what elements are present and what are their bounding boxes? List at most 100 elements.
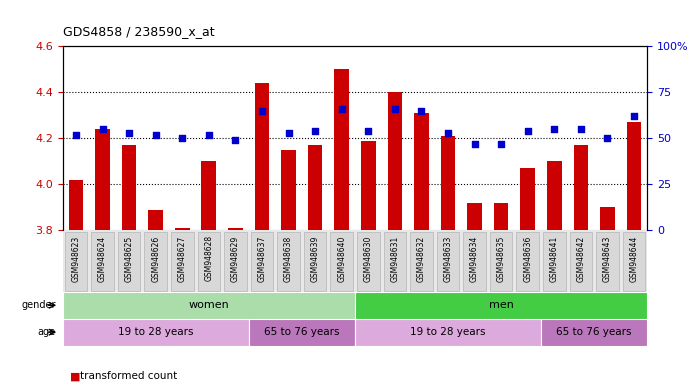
- Bar: [228, 228, 243, 230]
- Text: GSM948634: GSM948634: [470, 235, 479, 282]
- Point: [389, 106, 400, 112]
- Point: [150, 131, 161, 137]
- Bar: [148, 210, 163, 230]
- Point: [628, 113, 640, 119]
- FancyBboxPatch shape: [65, 232, 87, 291]
- Text: GSM948637: GSM948637: [258, 235, 267, 282]
- FancyBboxPatch shape: [331, 232, 353, 291]
- Point: [496, 141, 507, 147]
- Text: ■: ■: [70, 371, 80, 381]
- FancyBboxPatch shape: [569, 232, 592, 291]
- Text: GSM948627: GSM948627: [177, 235, 187, 281]
- Bar: [69, 180, 84, 230]
- FancyBboxPatch shape: [198, 232, 220, 291]
- Text: GSM948624: GSM948624: [98, 235, 107, 281]
- Text: transformed count: transformed count: [80, 371, 177, 381]
- Point: [70, 131, 81, 137]
- Text: GSM948625: GSM948625: [125, 235, 134, 281]
- Text: GSM948644: GSM948644: [629, 235, 638, 282]
- Bar: [494, 203, 509, 230]
- Point: [576, 126, 587, 132]
- Point: [256, 108, 267, 114]
- Bar: [308, 145, 322, 230]
- Bar: [63, 292, 355, 319]
- Point: [522, 128, 533, 134]
- Text: 19 to 28 years: 19 to 28 years: [410, 327, 486, 337]
- FancyBboxPatch shape: [357, 232, 379, 291]
- Text: GSM948629: GSM948629: [231, 235, 240, 281]
- Text: GDS4858 / 238590_x_at: GDS4858 / 238590_x_at: [63, 25, 214, 38]
- Bar: [441, 136, 455, 230]
- Bar: [334, 69, 349, 230]
- Text: 65 to 76 years: 65 to 76 years: [264, 327, 340, 337]
- Point: [97, 126, 108, 132]
- FancyBboxPatch shape: [277, 232, 300, 291]
- Text: GSM948638: GSM948638: [284, 235, 293, 281]
- FancyBboxPatch shape: [623, 232, 645, 291]
- Bar: [547, 161, 562, 230]
- Text: GSM948639: GSM948639: [310, 235, 319, 282]
- Point: [602, 135, 613, 141]
- Point: [177, 135, 188, 141]
- Bar: [626, 122, 641, 230]
- Text: GSM948630: GSM948630: [364, 235, 373, 282]
- Text: gender: gender: [21, 300, 56, 310]
- Text: GSM948636: GSM948636: [523, 235, 532, 282]
- Text: GSM948626: GSM948626: [151, 235, 160, 281]
- Text: GSM948628: GSM948628: [205, 235, 213, 281]
- Point: [123, 130, 134, 136]
- Point: [416, 108, 427, 114]
- Point: [230, 137, 241, 143]
- Point: [283, 130, 294, 136]
- Text: GSM948635: GSM948635: [497, 235, 505, 282]
- FancyBboxPatch shape: [224, 232, 246, 291]
- Bar: [175, 228, 189, 230]
- Point: [363, 128, 374, 134]
- Point: [310, 128, 321, 134]
- FancyBboxPatch shape: [596, 232, 619, 291]
- Text: women: women: [189, 300, 229, 310]
- Point: [548, 126, 560, 132]
- Bar: [361, 141, 376, 230]
- Text: GSM948631: GSM948631: [390, 235, 400, 281]
- Text: GSM948642: GSM948642: [576, 235, 585, 281]
- FancyBboxPatch shape: [91, 232, 114, 291]
- Bar: [355, 292, 647, 319]
- Bar: [202, 161, 216, 230]
- FancyBboxPatch shape: [118, 232, 141, 291]
- FancyBboxPatch shape: [543, 232, 566, 291]
- Bar: [467, 203, 482, 230]
- Point: [336, 106, 347, 112]
- FancyBboxPatch shape: [464, 232, 486, 291]
- Bar: [122, 145, 136, 230]
- Text: 65 to 76 years: 65 to 76 years: [556, 327, 632, 337]
- Bar: [248, 319, 355, 346]
- Text: GSM948640: GSM948640: [337, 235, 346, 282]
- FancyBboxPatch shape: [383, 232, 406, 291]
- Point: [469, 141, 480, 147]
- Text: GSM948643: GSM948643: [603, 235, 612, 282]
- FancyBboxPatch shape: [171, 232, 193, 291]
- Text: GSM948633: GSM948633: [443, 235, 452, 282]
- FancyBboxPatch shape: [436, 232, 459, 291]
- Bar: [600, 207, 615, 230]
- Point: [203, 131, 214, 137]
- Text: GSM948623: GSM948623: [72, 235, 81, 281]
- Bar: [281, 150, 296, 230]
- Text: 19 to 28 years: 19 to 28 years: [118, 327, 193, 337]
- Bar: [388, 92, 402, 230]
- FancyBboxPatch shape: [516, 232, 539, 291]
- Bar: [63, 319, 248, 346]
- Bar: [255, 83, 269, 230]
- FancyBboxPatch shape: [410, 232, 433, 291]
- Bar: [521, 168, 535, 230]
- FancyBboxPatch shape: [144, 232, 167, 291]
- Bar: [355, 319, 541, 346]
- Point: [443, 130, 454, 136]
- Text: GSM948641: GSM948641: [550, 235, 559, 281]
- Text: GSM948632: GSM948632: [417, 235, 426, 281]
- Bar: [574, 145, 588, 230]
- Text: men: men: [489, 300, 514, 310]
- FancyBboxPatch shape: [304, 232, 326, 291]
- Text: age: age: [38, 327, 56, 337]
